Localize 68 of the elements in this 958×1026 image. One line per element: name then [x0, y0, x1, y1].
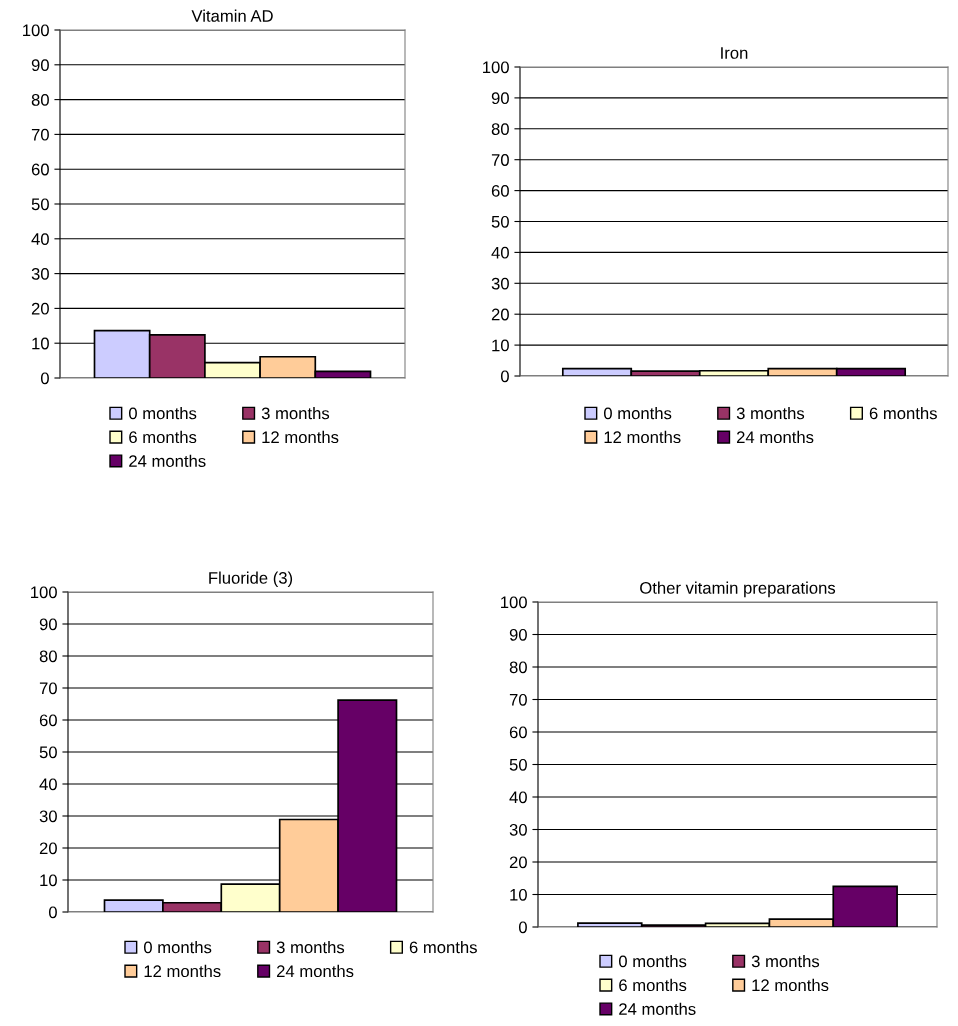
legend-label: 3 months	[736, 407, 805, 420]
chart-title: Iron	[721, 47, 748, 59]
legend-label: 6 months	[129, 430, 197, 444]
y-tick-label: 40	[31, 233, 49, 245]
y-tick-label: 0	[48, 906, 57, 919]
y-tick-label: 90	[509, 628, 527, 641]
y-tick-label: 20	[509, 856, 527, 869]
legend-label: 24 months	[276, 964, 354, 978]
y-tick-label: 80	[509, 661, 527, 674]
y-tick-label: 30	[491, 277, 509, 290]
y-tick-label: 60	[31, 163, 49, 176]
y-tick-label: 40	[39, 778, 57, 791]
y-tick-label: 70	[491, 154, 509, 166]
y-tick-label: 0	[500, 370, 509, 383]
y-tick-label: 100	[31, 586, 57, 599]
legend-label: 3 months	[751, 955, 820, 968]
legend-label: 0 months	[618, 955, 687, 968]
y-tick-label: 10	[492, 339, 509, 352]
legend-label: 6 months	[619, 978, 687, 992]
y-tick-label: 80	[491, 123, 509, 135]
y-tick-label: 80	[39, 650, 57, 663]
y-tick-label: 50	[509, 758, 527, 771]
y-tick-label: 80	[31, 94, 49, 106]
chart-title: Other vitamin preparations	[640, 581, 836, 598]
y-tick-label: 20	[491, 308, 509, 321]
y-tick-label: 10	[32, 337, 49, 350]
legend-label: 24 months	[129, 454, 206, 467]
y-tick-label: 20	[39, 842, 57, 855]
legend-label: 12 months	[262, 430, 339, 444]
y-tick-label: 50	[491, 215, 509, 228]
y-tick-label: 50	[31, 198, 49, 211]
legend-label: 24 months	[736, 430, 814, 444]
legend-label: 12 months	[604, 430, 681, 444]
y-tick-label: 20	[31, 302, 49, 315]
y-tick-label: 100	[501, 596, 527, 609]
legend-label: 0 months	[603, 407, 672, 420]
y-tick-label: 10	[510, 888, 527, 901]
y-tick-label: 70	[31, 128, 49, 141]
y-tick-label: 0	[40, 372, 49, 385]
y-tick-label: 90	[31, 59, 49, 71]
y-tick-label: 10	[40, 874, 57, 887]
y-tick-label: 40	[491, 246, 509, 259]
y-tick-label: 40	[509, 791, 527, 804]
y-tick-label: 70	[509, 693, 527, 706]
y-tick-label: 30	[509, 823, 527, 836]
y-tick-label: 60	[491, 185, 509, 197]
y-tick-label: 100	[483, 61, 509, 74]
y-tick-label: 30	[39, 810, 57, 823]
chart-title: Vitamin AD	[191, 9, 273, 22]
y-tick-label: 60	[509, 726, 527, 739]
y-tick-label: 30	[31, 268, 49, 280]
legend-label: 3 months	[261, 407, 330, 420]
y-tick-label: 60	[39, 714, 57, 727]
y-tick-label: 70	[39, 682, 57, 695]
legend-label: 0 months	[128, 407, 197, 420]
y-tick-label: 100	[23, 24, 49, 37]
chart-title: Fluoride (3)	[209, 571, 293, 588]
legend-label: 3 months	[276, 941, 345, 954]
y-tick-label: 50	[39, 746, 57, 759]
legend-label: 6 months	[869, 407, 937, 420]
legend-label: 24 months	[619, 1002, 696, 1015]
legend-label: 0 months	[143, 941, 212, 954]
y-tick-label: 0	[518, 921, 527, 934]
y-tick-label: 90	[491, 92, 509, 105]
legend-label: 12 months	[144, 964, 221, 978]
legend-label: 6 months	[409, 941, 477, 954]
y-tick-label: 90	[39, 618, 57, 631]
legend-label: 12 months	[752, 978, 829, 992]
